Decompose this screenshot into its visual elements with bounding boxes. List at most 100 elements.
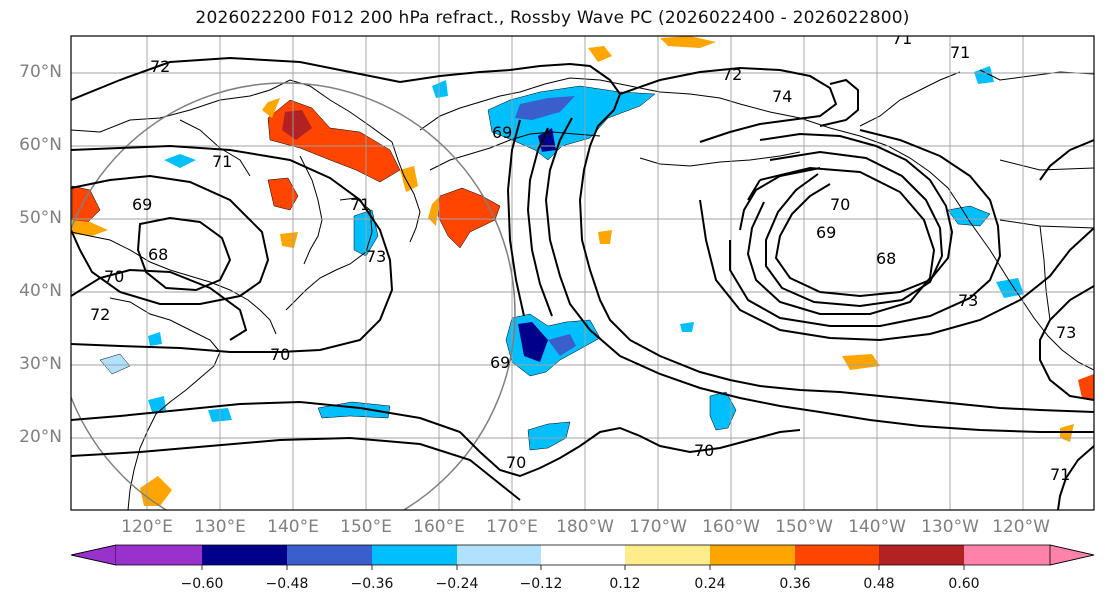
positive-patch-kamchatka-edge: [262, 98, 280, 118]
positive-patch-baja: [1078, 374, 1094, 400]
colorbar-tick-label: −0.36: [350, 576, 394, 592]
contour-label: 73: [1056, 323, 1076, 342]
negative-patch-east-china: [148, 332, 162, 346]
lon-label-120w: 120°W: [992, 517, 1050, 537]
contour-label: 70: [104, 267, 124, 286]
contour-label: 72: [722, 65, 742, 84]
negative-patch-southeast: [527, 421, 571, 451]
positive-patch-okhotsk: [400, 166, 418, 192]
lon-label-150e: 150°E: [340, 517, 392, 537]
contour-label: 72: [150, 57, 170, 76]
coastlines: [71, 69, 1094, 510]
colorbar-tick-label: 0.36: [779, 576, 811, 592]
negative-patch-kuril-blue: [164, 154, 196, 168]
colorbar-segment: [710, 545, 795, 565]
colorbar-segment: [202, 545, 287, 565]
lon-label-140e: 140°E: [267, 517, 319, 537]
colorbar-outline: [70, 544, 1095, 566]
contour-label: 71: [1050, 465, 1070, 484]
lon-label-170w: 170°W: [629, 517, 687, 537]
contour-label: 74: [772, 87, 792, 106]
negative-patch-scs: [99, 353, 131, 375]
colorbar-segment: [541, 545, 625, 565]
negative-patch-dateline-core: [518, 322, 548, 362]
lon-label-130e: 130°E: [194, 517, 246, 537]
positive-patch-japan-south: [280, 232, 298, 248]
positive-patch-subtropic: [842, 354, 880, 370]
colorbar: [70, 544, 1095, 570]
colorbar-segment: [795, 545, 879, 565]
colorbar-tick-label: 0.12: [609, 576, 641, 592]
colorbar-tick-label: −0.24: [435, 576, 479, 592]
colorbar-tick-label: 0.48: [863, 576, 895, 592]
colorbar-extend-high: [1049, 544, 1095, 566]
negative-patch-west-us: [996, 278, 1024, 298]
positive-patch-sakhalin: [267, 177, 299, 211]
colorbar-segment: [457, 545, 541, 565]
negative-patch-mid: [680, 322, 694, 332]
map-frame: [70, 35, 1095, 511]
colorbar-segment: [287, 545, 372, 565]
contour-label: 69: [490, 353, 510, 372]
lat-label-20n: 20°N: [19, 427, 62, 447]
colorbar-tick-label: 0.60: [948, 576, 980, 592]
lon-label-120e: 120°E: [121, 517, 173, 537]
lon-label-160w: 160°W: [702, 517, 760, 537]
lon-label-170e: 170°E: [486, 517, 538, 537]
lat-label-30n: 30°N: [19, 354, 62, 374]
lon-label-150w: 150°W: [775, 517, 833, 537]
positive-patch-kuril: [437, 187, 501, 249]
negative-patch-bering-core: [515, 96, 575, 120]
positive-patch-south-china: [140, 476, 172, 506]
positive-patch-kamchatka-core: [282, 110, 312, 140]
contour-label: 71: [892, 29, 912, 48]
contour-label: 69: [492, 123, 512, 142]
colorbar-tick-label: −0.48: [265, 576, 309, 592]
contour-label: 70: [270, 345, 290, 364]
contour-label: 71: [350, 195, 370, 214]
contour-label: 68: [148, 245, 168, 264]
colorbar-segment: [372, 545, 457, 565]
lat-label-50n: 50°N: [19, 208, 62, 228]
colorbar-segment: [879, 545, 964, 565]
colorbar-tick-label: −0.60: [180, 576, 224, 592]
colorbar-extend-low: [70, 544, 117, 566]
colorbar-segment: [625, 545, 710, 565]
colorbar-ticks: [201, 565, 965, 570]
contour-label: 70: [694, 441, 714, 460]
positive-patch-west-edge: [72, 220, 108, 236]
contour-label: 69: [132, 195, 152, 214]
contour-label: 68: [876, 249, 896, 268]
contour-label: 72: [90, 305, 110, 324]
contour-label: 70: [830, 195, 850, 214]
lon-label-160e: 160°E: [413, 517, 465, 537]
contour-label: 73: [958, 291, 978, 310]
negative-patch-arctic2: [974, 66, 994, 84]
colorbar-segment: [116, 545, 202, 565]
contour-label: 71: [212, 152, 232, 171]
lat-label-70n: 70°N: [19, 62, 62, 82]
contour-label: 70: [506, 453, 526, 472]
region-circle: [71, 82, 516, 510]
positive-patch-arctic: [588, 46, 612, 62]
lon-label-180w: 180°W: [556, 517, 614, 537]
positive-patch-west: [71, 185, 101, 223]
refractivity-contours: [71, 56, 1094, 510]
refractivity-shading: [71, 36, 1094, 506]
positive-patch-sw: [598, 230, 612, 244]
colorbar-segment: [964, 545, 1050, 565]
lat-label-40n: 40°N: [19, 281, 62, 301]
negative-patch-bc: [947, 205, 991, 227]
positive-patch-kuril-edge: [428, 196, 440, 226]
lat-label-60n: 60°N: [19, 135, 62, 155]
lon-label-130w: 130°W: [921, 517, 979, 537]
contour-label: 69: [816, 223, 836, 242]
contour-label: 71: [950, 43, 970, 62]
contour-label: 73: [366, 247, 386, 266]
colorbar-tick-label: −0.12: [519, 576, 563, 592]
lon-label-140w: 140°W: [848, 517, 906, 537]
negative-patch-dateline-mid: [548, 334, 576, 356]
map-title: 2026022200 F012 200 hPa refract., Rossby…: [195, 8, 910, 28]
negative-patch-philippine: [148, 396, 166, 412]
